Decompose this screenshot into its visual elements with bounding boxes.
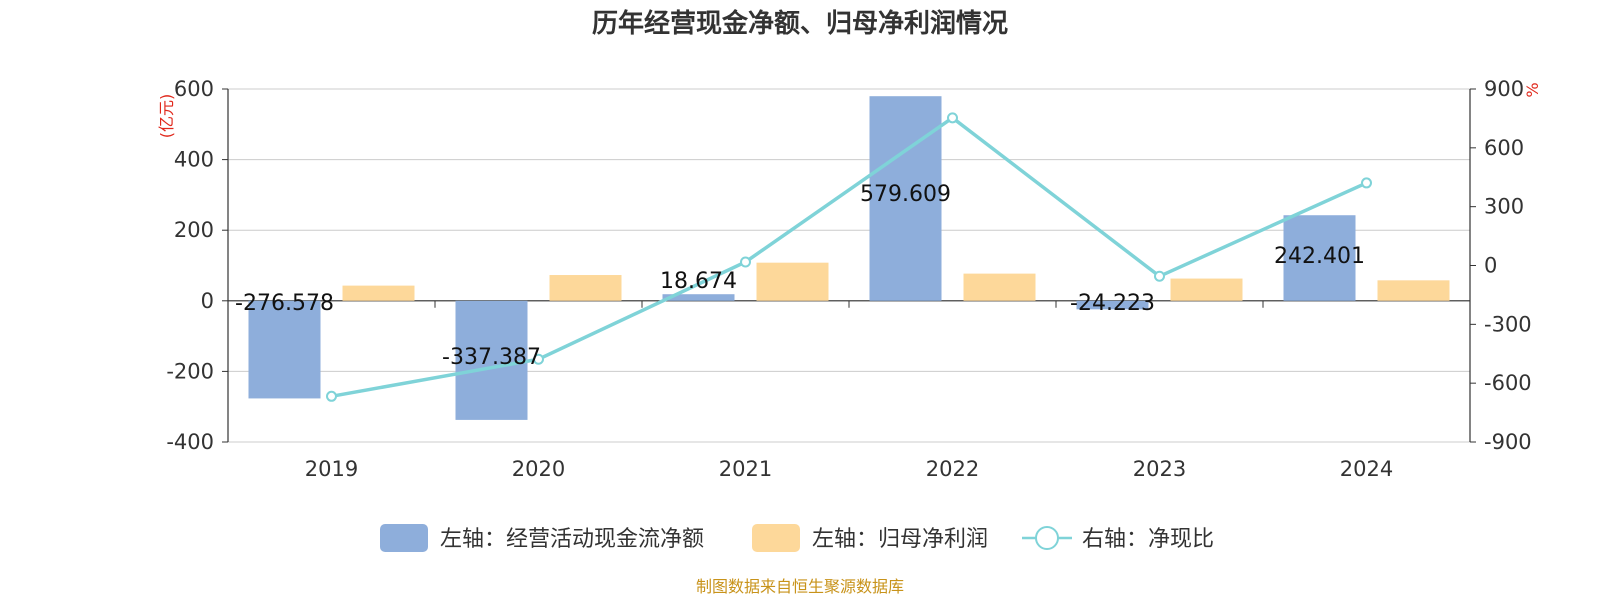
bar-net-profit xyxy=(342,285,415,301)
line-point xyxy=(1361,177,1372,189)
left-tick-label: 0 xyxy=(201,289,214,313)
left-tick-label: -200 xyxy=(166,359,214,383)
data-label-cash-flow: 18.674 xyxy=(660,269,737,294)
bar-net-profit xyxy=(1377,280,1450,301)
legend-marker-ratio xyxy=(1035,526,1059,550)
data-label-cash-flow: -276.578 xyxy=(235,291,334,316)
bar-cash-flow xyxy=(1076,300,1149,310)
legend-swatch-cash-flow xyxy=(380,524,428,552)
line-point xyxy=(533,353,544,365)
bar-net-profit xyxy=(963,273,1036,301)
line-series xyxy=(326,112,1372,402)
right-tick-label: -300 xyxy=(1484,312,1532,336)
bar-net-profit xyxy=(1170,278,1243,301)
line-point xyxy=(1154,270,1165,282)
right-tick-label: 0 xyxy=(1484,254,1497,278)
right-tick-label: -600 xyxy=(1484,371,1532,395)
chart-title: 历年经营现金净额、归母净利润情况 xyxy=(592,8,1008,39)
data-labels: -276.578 -337.387 18.674 579.609 -24.223 242.… xyxy=(235,182,1365,370)
bar-cash-flow xyxy=(1283,215,1356,301)
bar-net-profit xyxy=(549,275,622,301)
right-tick-label: 300 xyxy=(1484,195,1524,219)
legend-label-ratio: 右轴：净现比 xyxy=(1082,527,1214,552)
legend: 左轴：经营活动现金流净额 左轴：归母净利润 右轴：净现比 xyxy=(380,524,1214,552)
line-point xyxy=(740,256,751,268)
bar-cash-flow xyxy=(248,300,321,399)
legend-label-cash-flow: 左轴：经营活动现金流净额 xyxy=(440,527,704,552)
x-tick-label: 2023 xyxy=(1133,457,1186,481)
legend-swatch-net-profit xyxy=(752,524,800,552)
data-label-cash-flow: 242.401 xyxy=(1274,244,1365,269)
bar-cash-flow xyxy=(455,300,528,420)
x-tick-label: 2022 xyxy=(926,457,979,481)
bar-cash-flow xyxy=(869,96,942,301)
axes: 600 400 200 0 -200 -400 900 600 300 0 -300 -600 -900… xyxy=(157,77,1542,481)
data-label-cash-flow: -24.223 xyxy=(1070,291,1155,316)
x-tick-label: 2020 xyxy=(512,457,565,481)
right-tick-label: 900 xyxy=(1484,77,1524,101)
left-tick-label: 600 xyxy=(174,77,214,101)
line-net-cash-ratio xyxy=(331,115,1368,399)
left-tick-label: 400 xyxy=(174,148,214,172)
x-tick-label: 2021 xyxy=(719,457,772,481)
bar-cash-flow xyxy=(662,294,735,301)
bar-net-profit xyxy=(756,262,829,301)
data-label-cash-flow: -337.387 xyxy=(442,345,541,370)
left-axis-unit: (亿元) xyxy=(157,94,176,139)
line-point xyxy=(947,112,958,124)
x-tick-label: 2019 xyxy=(305,457,358,481)
right-axis-unit: % xyxy=(1523,82,1542,97)
bars xyxy=(248,96,1450,420)
legend-label-net-profit: 左轴：归母净利润 xyxy=(812,527,988,552)
line-point xyxy=(326,390,337,402)
left-tick-label: -400 xyxy=(166,430,214,454)
right-tick-label: -900 xyxy=(1484,430,1532,454)
right-tick-label: 600 xyxy=(1484,136,1524,160)
x-tick-label: 2024 xyxy=(1340,457,1393,481)
data-label-cash-flow: 579.609 xyxy=(860,182,951,207)
source-note: 制图数据来自恒生聚源数据库 xyxy=(696,577,904,596)
left-tick-label: 200 xyxy=(174,218,214,242)
